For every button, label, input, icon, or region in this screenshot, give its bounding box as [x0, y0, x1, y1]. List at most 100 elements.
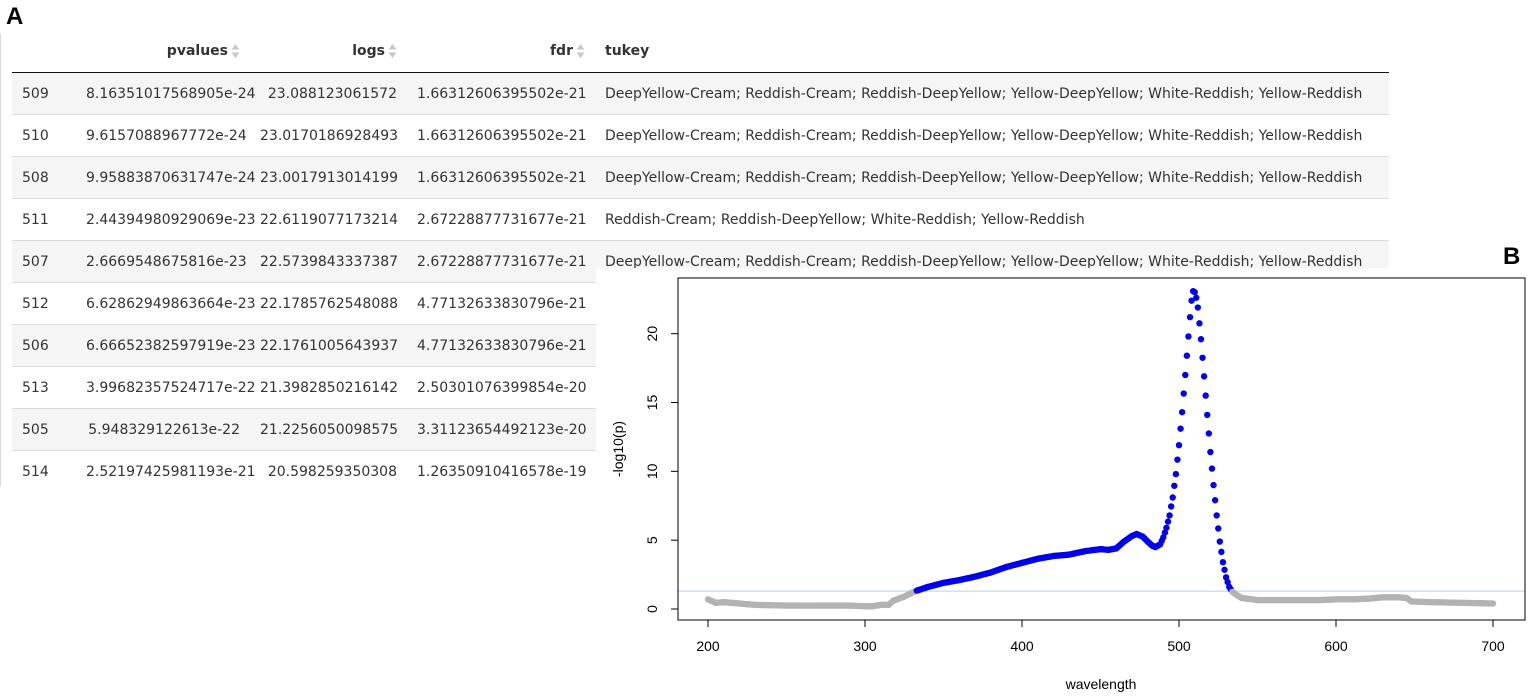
cell-index: 513 — [12, 366, 76, 409]
data-point — [1224, 578, 1231, 586]
cell-fdr: 2.50301076399854e-20 — [407, 366, 595, 409]
data-point — [1182, 371, 1189, 379]
cell-log: 22.1761005643937 — [250, 324, 407, 367]
data-point — [1193, 294, 1200, 301]
x-axis-label: wavelength — [1065, 676, 1137, 692]
cell-pvalue: 9.6157088967772e-24 — [76, 114, 250, 157]
x-tick-label: 400 — [1010, 638, 1034, 654]
data-point — [1171, 482, 1178, 489]
data-point — [1194, 304, 1202, 311]
x-tick-label: 200 — [696, 638, 720, 654]
data-point — [1196, 320, 1203, 327]
data-point — [1197, 335, 1205, 343]
cell-index: 510 — [12, 114, 76, 157]
table-left-border — [0, 34, 1, 486]
data-point — [1177, 425, 1184, 432]
data-point — [1222, 574, 1230, 581]
cell-fdr: 1.26350910416578e-19 — [407, 450, 595, 492]
cell-index: 511 — [12, 198, 76, 241]
cell-pvalue: 8.16351017568905e-24 — [76, 72, 256, 115]
data-point — [1208, 465, 1216, 472]
cell-pvalue: 6.62862949863664e-23 — [76, 282, 256, 325]
cell-pvalue: 9.95883870631747e-24 — [76, 156, 256, 199]
y-tick-label: 15 — [644, 395, 660, 411]
cell-pvalue: 5.948329122613e-22 — [76, 408, 250, 451]
cell-log: 23.0017913014199 — [250, 156, 407, 199]
cell-fdr: 1.66312606395502e-21 — [407, 156, 595, 199]
cell-fdr: 2.67228877731677e-21 — [407, 198, 595, 241]
cell-pvalue: 6.66652382597919e-23 — [76, 324, 256, 367]
table-row: 510 9.6157088967772e-24 23.0170186928493… — [12, 114, 1389, 157]
cell-fdr: 1.66312606395502e-21 — [407, 114, 595, 157]
sort-arrows-icon[interactable] — [388, 43, 397, 59]
data-point — [1175, 441, 1183, 449]
header-tukey: tukey — [595, 29, 1389, 73]
data-point — [1200, 373, 1208, 380]
data-point — [1213, 512, 1220, 519]
cell-log: 21.3982850216142 — [250, 366, 407, 409]
data-point — [1188, 297, 1195, 304]
data-point — [1211, 497, 1219, 504]
header-logs[interactable]: logs — [250, 29, 407, 73]
data-point — [1199, 354, 1206, 361]
sort-arrows-icon[interactable] — [231, 43, 240, 59]
cell-index: 505 — [12, 408, 76, 451]
data-point — [1183, 352, 1191, 359]
data-point — [1489, 600, 1497, 607]
cell-index: 506 — [12, 324, 76, 367]
cell-log: 22.5739843337387 — [250, 240, 407, 283]
table-row: 509 8.16351017568905e-24 23.088123061572… — [12, 72, 1389, 115]
data-point — [1180, 390, 1187, 397]
cell-index: 507 — [12, 240, 76, 283]
data-point — [1186, 313, 1194, 321]
header-pvalues[interactable]: pvalues — [76, 29, 250, 73]
data-point — [1215, 525, 1222, 532]
cell-tukey: DeepYellow-Cream; Reddish-Cream; Reddish… — [595, 114, 1389, 157]
data-point — [1161, 529, 1169, 536]
table-header-row: pvalues logs fdr tukey — [12, 29, 1389, 73]
data-point — [1172, 470, 1180, 478]
header-index — [12, 29, 76, 73]
data-point — [1219, 558, 1227, 566]
x-tick-label: 700 — [1481, 638, 1505, 654]
data-point — [1164, 518, 1172, 525]
axes-layer: 200 300 400 500 600 700 0 5 10 15 20 — [644, 326, 1505, 654]
cell-log: 22.6119077173214 — [250, 198, 407, 241]
data-point — [1167, 503, 1175, 510]
table-row: 511 2.44394980929069e-23 22.611907717321… — [12, 198, 1389, 241]
data-point — [1207, 448, 1214, 456]
y-tick-label: 10 — [644, 463, 660, 479]
data-point — [1160, 534, 1167, 541]
y-axis-label: -log10(p) — [610, 421, 626, 477]
cell-pvalue: 3.99682357524717e-22 — [76, 366, 256, 409]
data-point — [1185, 333, 1192, 340]
data-point — [1221, 566, 1228, 573]
data-point — [1163, 524, 1170, 531]
data-point — [1210, 481, 1217, 489]
sort-arrows-icon[interactable] — [576, 43, 585, 59]
data-point — [1169, 494, 1176, 501]
cell-fdr: 3.31123654492123e-20 — [407, 408, 595, 451]
data-point — [1174, 456, 1181, 463]
y-tick-label: 5 — [644, 536, 660, 544]
cell-index: 508 — [12, 156, 76, 199]
cell-tukey: DeepYellow-Cream; Reddish-Cream; Reddish… — [595, 72, 1389, 115]
chart-background — [596, 268, 1530, 696]
panel-label-b: B — [1503, 243, 1521, 270]
data-point — [1178, 408, 1186, 416]
data-point — [1216, 538, 1224, 545]
cell-pvalue: 2.44394980929069e-23 — [76, 198, 256, 241]
x-tick-label: 500 — [1167, 638, 1191, 654]
cell-pvalue: 2.6669548675816e-23 — [76, 240, 250, 283]
x-tick-label: 600 — [1324, 638, 1348, 654]
cell-log: 22.1785762548088 — [250, 282, 407, 325]
y-tick-label: 0 — [644, 605, 660, 613]
data-point — [1204, 411, 1211, 419]
data-point — [1202, 392, 1209, 399]
data-point — [1205, 430, 1213, 437]
cell-index: 514 — [12, 450, 76, 492]
cell-fdr: 4.77132633830796e-21 — [407, 324, 595, 367]
x-tick-label: 300 — [853, 638, 877, 654]
header-fdr[interactable]: fdr — [407, 29, 595, 73]
cell-tukey: DeepYellow-Cream; Reddish-Cream; Reddish… — [595, 156, 1389, 199]
